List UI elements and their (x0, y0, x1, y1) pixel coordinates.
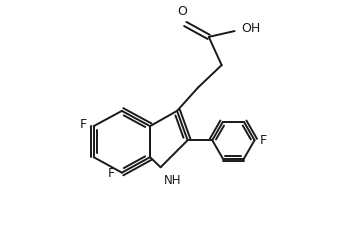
Text: F: F (108, 167, 115, 180)
Text: F: F (260, 134, 267, 147)
Text: F: F (80, 119, 87, 132)
Text: O: O (177, 5, 187, 18)
Text: OH: OH (241, 22, 260, 35)
Text: NH: NH (164, 174, 181, 187)
